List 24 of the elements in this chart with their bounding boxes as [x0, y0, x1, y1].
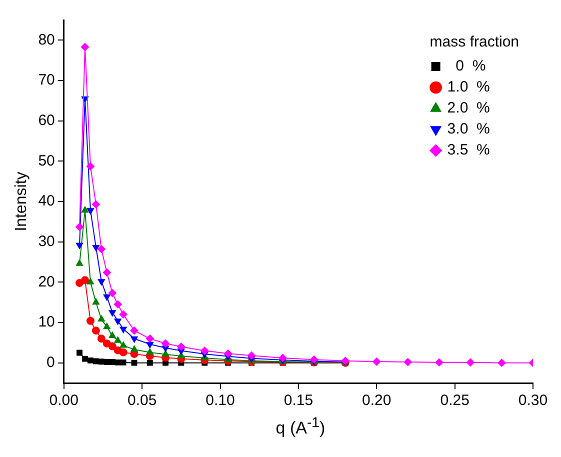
- y-tick-label: 30: [38, 232, 55, 250]
- y-tick-label: 50: [38, 152, 55, 170]
- y-tick-label: 20: [38, 273, 55, 290]
- y-tick-label: 0: [46, 354, 55, 371]
- legend-label: 3.0 %: [447, 120, 490, 138]
- y-axis-title: Intensity: [13, 172, 30, 232]
- x-axis-title: q (A$^{-1}$): [274, 415, 326, 439]
- legend-label: 3.5 %: [447, 142, 490, 159]
- x-tick-label: 0.30: [518, 392, 548, 410]
- y-tick-label: 60: [38, 112, 55, 129]
- y-tick-label: 10: [38, 314, 55, 331]
- x-tick-label: 0.05: [127, 392, 157, 410]
- x-tick-label: 0.10: [206, 392, 235, 410]
- legend-label: 2.0 %: [447, 100, 490, 117]
- x-tick-label: 0.25: [440, 392, 470, 410]
- y-tick-label: 40: [38, 192, 55, 210]
- legend-title: mass fraction: [430, 34, 520, 51]
- x-tick-label: 0.20: [362, 392, 392, 410]
- x-tick-label: 0.00: [49, 392, 78, 410]
- x-tick-label: 0.15: [284, 392, 314, 410]
- legend-label: 0 %: [447, 58, 486, 75]
- y-tick-label: 80: [38, 31, 55, 48]
- y-tick-label: 70: [38, 72, 55, 89]
- legend-label: 1.0 %: [447, 78, 490, 96]
